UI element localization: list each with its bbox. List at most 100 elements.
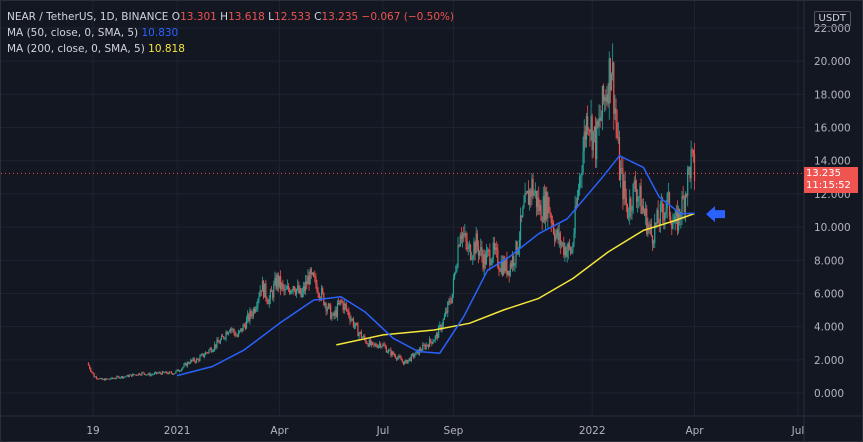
candle-body xyxy=(363,336,365,338)
candle-body xyxy=(261,281,264,292)
candle-body xyxy=(189,363,191,364)
candle-body xyxy=(339,300,341,305)
candle-body xyxy=(597,120,599,127)
candle-body xyxy=(667,192,669,194)
candle-body xyxy=(522,207,524,218)
change-value: −0.067 (−0.50%) xyxy=(361,11,455,23)
candle-body xyxy=(477,246,480,256)
candle-body xyxy=(550,215,552,223)
candle-body xyxy=(551,222,553,224)
candle-body xyxy=(170,372,173,374)
candle-body xyxy=(552,223,555,234)
candle-body xyxy=(183,364,185,368)
candle-body xyxy=(488,250,490,251)
candle-body xyxy=(629,198,631,217)
candle-body xyxy=(472,256,474,259)
candle-body xyxy=(169,371,171,373)
candle-body xyxy=(414,355,416,358)
candle-body xyxy=(486,250,489,252)
candle-body xyxy=(335,310,337,317)
candle-body xyxy=(270,290,273,292)
candle-body xyxy=(257,299,259,307)
x-tick-label: Jul xyxy=(376,425,390,437)
candle-body xyxy=(265,283,267,299)
candle-body xyxy=(421,350,423,352)
candle-body xyxy=(212,349,215,352)
candle-body xyxy=(432,341,434,344)
candle-body xyxy=(467,247,469,250)
candle-body xyxy=(692,150,694,154)
candle-body xyxy=(318,293,320,299)
candle-body xyxy=(194,361,196,363)
candle-body xyxy=(571,251,573,254)
candle-body xyxy=(446,311,448,313)
candle-body xyxy=(518,239,521,249)
candle-body xyxy=(142,372,144,374)
candle-body xyxy=(493,242,495,250)
candle-body xyxy=(674,215,676,223)
x-tick-label: 19 xyxy=(86,425,99,437)
candle-body xyxy=(103,379,105,381)
candle-body xyxy=(396,357,398,360)
y-tick-label: 2.000 xyxy=(814,355,844,367)
candle-body xyxy=(433,340,435,342)
candle-body xyxy=(95,376,98,379)
candle-body xyxy=(506,258,508,275)
candle-body xyxy=(519,215,522,240)
candle-body xyxy=(604,97,606,102)
candle-body xyxy=(109,379,111,380)
candle-body xyxy=(273,284,275,298)
candle-body xyxy=(193,358,195,362)
candle-body xyxy=(539,204,541,212)
candle-body xyxy=(364,336,366,340)
candle-body xyxy=(175,370,177,373)
candle-body xyxy=(526,191,528,194)
high-value: 13.618 xyxy=(228,11,265,23)
candle-body xyxy=(269,290,271,300)
currency-button[interactable]: USDT xyxy=(813,11,851,27)
candle-body xyxy=(223,336,225,339)
candle-body xyxy=(129,374,132,376)
candle-body xyxy=(283,286,285,291)
candle-body xyxy=(211,351,213,353)
candle-body xyxy=(451,293,453,303)
candle-body xyxy=(250,310,252,315)
candle-body xyxy=(400,357,402,361)
candle-body xyxy=(167,373,169,375)
ma50-legend[interactable]: MA (50, close, 0, SMA, 5) 10.830 xyxy=(7,26,178,40)
candle-body xyxy=(500,262,502,272)
ma200-legend[interactable]: MA (200, close, 0, SMA, 5) 10.818 xyxy=(7,42,185,56)
candle-body xyxy=(600,116,602,121)
candle-body xyxy=(281,283,283,290)
candle-body xyxy=(650,224,652,236)
candle-body xyxy=(367,343,369,347)
candle-body xyxy=(309,269,311,285)
candle-body xyxy=(448,300,450,303)
candle-body xyxy=(91,371,93,373)
candle-body xyxy=(209,348,211,350)
candle-body xyxy=(501,262,503,275)
candle-body xyxy=(343,303,345,311)
candle-body xyxy=(665,208,667,214)
candle-body xyxy=(398,355,400,358)
candle-body xyxy=(468,244,470,248)
candle-body xyxy=(148,373,150,375)
candle-body xyxy=(461,233,464,239)
symbol-ohlc-legend: NEAR / TetherUS, 1D, BINANCE O13.301 H13… xyxy=(7,10,454,24)
candle-body xyxy=(111,377,113,379)
candle-body xyxy=(201,353,203,355)
candle-body xyxy=(107,378,109,380)
candle-body xyxy=(651,235,654,244)
x-tick-label: 2021 xyxy=(164,425,191,437)
candle-body xyxy=(369,340,372,345)
ma200-label: MA (200, close, 0, SMA, 5) xyxy=(7,43,145,55)
candle-body xyxy=(100,378,102,379)
candle-body xyxy=(240,328,242,331)
candle-body xyxy=(141,372,143,375)
candle-body xyxy=(413,354,415,358)
close-label: C xyxy=(314,11,322,23)
candle-body xyxy=(132,374,134,377)
arrow-left-icon xyxy=(706,206,725,223)
candle-body xyxy=(347,309,349,311)
